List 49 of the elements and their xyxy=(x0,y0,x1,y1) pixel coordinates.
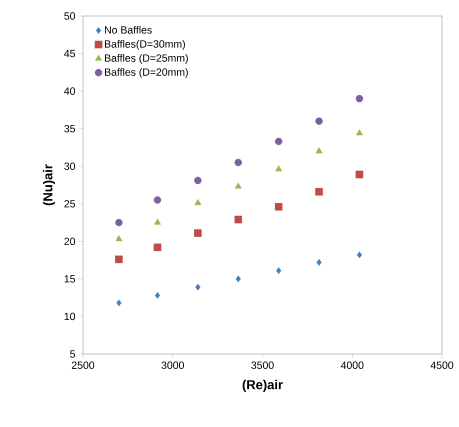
point xyxy=(236,276,241,282)
y-tick-label: 20 xyxy=(64,238,76,246)
x-tick-label: 3000 xyxy=(162,362,184,369)
legend-label: Baffles (D=20mm) xyxy=(104,68,188,78)
point xyxy=(234,216,242,224)
point xyxy=(115,218,123,226)
y-tick-label: 10 xyxy=(64,312,76,320)
point xyxy=(276,267,282,274)
y-tick-label: 30 xyxy=(64,162,76,170)
point xyxy=(194,176,202,184)
y-tick-label: 35 xyxy=(64,124,76,132)
y-tick-label: 15 xyxy=(64,275,76,283)
point xyxy=(315,117,323,125)
point xyxy=(275,165,282,172)
point xyxy=(234,158,242,166)
point xyxy=(234,182,242,189)
legend-label: Baffles(D=30mm) xyxy=(104,40,185,50)
y-axis-title: (Nu)air xyxy=(42,164,56,206)
point xyxy=(316,147,323,154)
point xyxy=(154,244,162,252)
point xyxy=(154,196,162,204)
x-tick-label: 4500 xyxy=(430,362,454,369)
x-tick-label: 4000 xyxy=(340,362,364,369)
point xyxy=(316,258,322,266)
legend-label: No Baffles xyxy=(104,26,152,34)
y-tick-label: 45 xyxy=(64,50,76,58)
point xyxy=(115,256,123,264)
point xyxy=(115,235,122,242)
y-tick-label: 40 xyxy=(64,87,76,95)
point xyxy=(356,251,362,258)
point xyxy=(195,284,200,291)
point xyxy=(154,218,161,225)
x-axis-title: (Re)air xyxy=(242,380,283,392)
x-tick-label: 2500 xyxy=(72,362,94,369)
point xyxy=(356,94,364,102)
point xyxy=(154,292,160,299)
point xyxy=(356,170,364,178)
y-tick-label: 50 xyxy=(64,12,76,20)
y-tick-label: 25 xyxy=(64,200,76,208)
point xyxy=(274,202,282,211)
point xyxy=(315,188,323,196)
legend-label: Baffles (D=25mm) xyxy=(104,54,188,64)
point xyxy=(274,138,282,146)
point xyxy=(356,129,363,136)
x-tick-label: 3500 xyxy=(251,362,274,369)
point xyxy=(116,300,122,306)
point xyxy=(194,229,202,237)
y-tick-label: 5 xyxy=(70,350,76,358)
point xyxy=(194,199,202,206)
